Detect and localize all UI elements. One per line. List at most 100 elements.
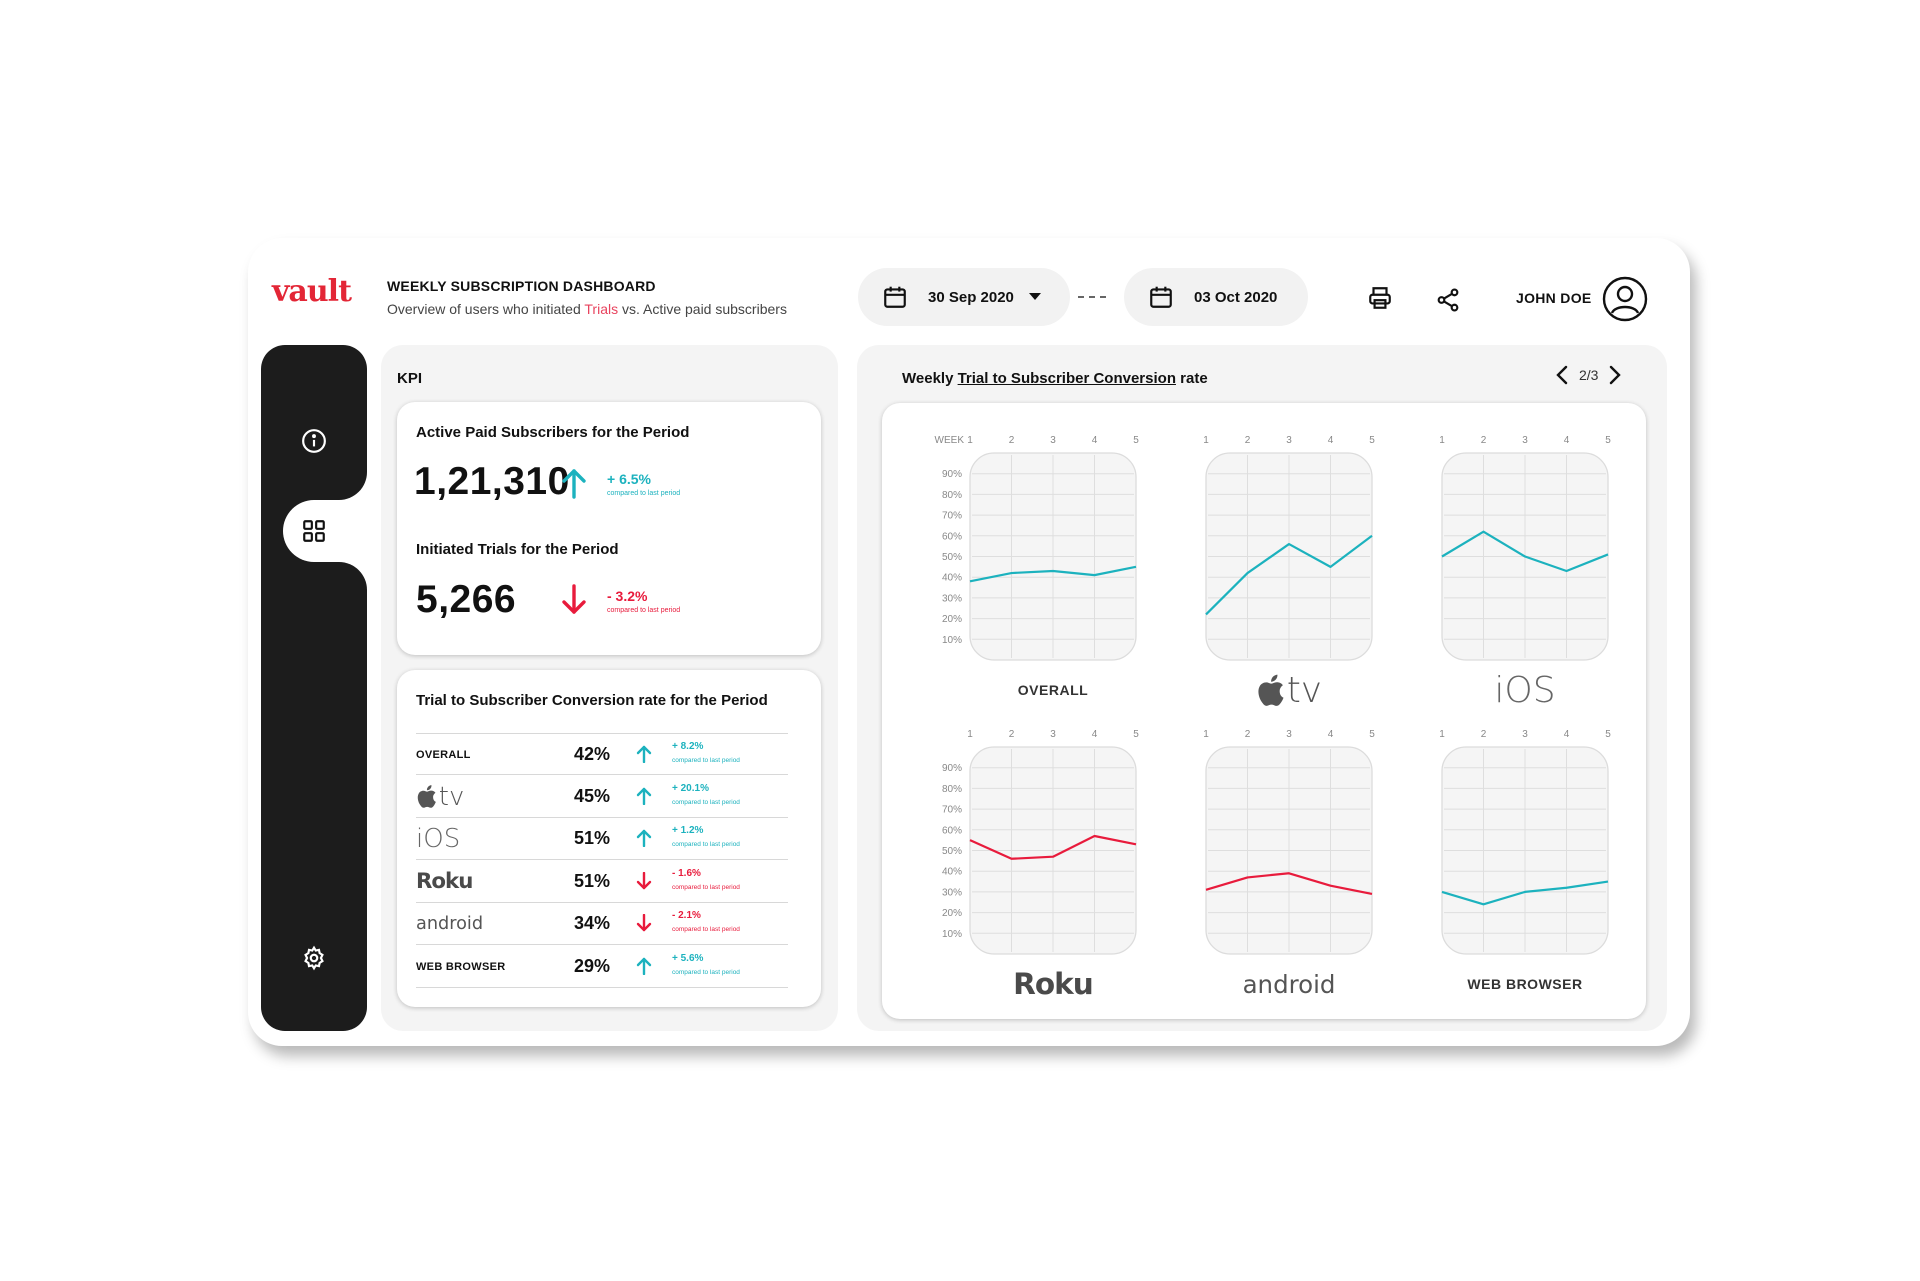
conversion-row-arrow [636,957,652,980]
conversion-row-platform: android [416,903,483,945]
chart-title: Roku [953,964,1153,1004]
chart-x-tick-label: 1 [967,435,973,446]
chart-x-tick-label: 2 [1009,435,1015,446]
subtitle-highlight: Trials [584,301,619,317]
chart-x-tick-label: 2 [1245,435,1251,446]
conversion-row-arrow [636,913,652,937]
chart-y-tick-label: 50% [942,846,962,857]
conversion-row[interactable]: Roku 51% - 1.6% compared to last period [416,861,788,903]
chart-x-tick-label: 3 [1050,729,1056,740]
chart-y-tick-label: 20% [942,614,962,625]
chart-x-tick-label: 3 [1050,435,1056,446]
chart-y-tick-label: 50% [942,552,962,563]
user-avatar[interactable] [1602,276,1648,322]
chart-2: 1 2 3 4 5 [1439,435,1611,661]
chart-x-tick-label: 5 [1133,729,1139,740]
chart-x-tick-label: 1 [1439,435,1445,446]
arrow-up-icon [636,787,652,805]
platform-label: OVERALL [416,749,471,761]
chart-x-tick-label: 3 [1286,435,1292,446]
sidebar-active-tab [283,500,367,562]
chevron-left-icon[interactable] [1555,365,1569,385]
chart-title: iOS [1425,669,1625,711]
sidebar-item-settings[interactable] [296,940,332,976]
initiated-trials-value: 5,266 [416,578,517,621]
settings-gear-icon [304,945,324,971]
subtitle-text-start: Overview of users who initiated [387,301,585,317]
active-paid-change: + 6.5% [607,471,651,487]
brand-logo[interactable]: vault [272,274,352,309]
chart-x-tick-label: 1 [967,729,973,740]
arrow-down-icon [562,584,586,614]
chart-y-tick-label: 60% [942,531,962,542]
conversion-row-platform: OVERALL [416,734,471,776]
conversion-row-pct: 51% [574,828,611,848]
sidebar-item-dashboard[interactable] [296,513,332,549]
conversion-row-arrow [636,787,652,810]
conversion-row[interactable]: android 34% - 2.1% compared to last period [416,903,788,945]
sidebar-notch [339,562,367,590]
conversion-row-note: compared to last period [672,841,740,848]
conversion-row-change: - 1.6% [672,867,701,879]
chevron-right-icon[interactable] [1608,365,1622,385]
apple-tv-logo: tv [1256,670,1322,711]
end-date-picker[interactable]: 03 Oct 2020 [1124,268,1308,326]
print-button[interactable] [1364,282,1396,314]
conversion-row[interactable]: tv 45% + 20.1% compared to last period [416,776,788,818]
chart-x-tick-label: 1 [1203,435,1209,446]
chart-3: 1 2 3 4 5 90% 80% 70% 60% 50% 40% 30% 20% 10% [942,729,1139,955]
chart-x-tick-label: 5 [1605,435,1611,446]
chart-y-tick-label: 70% [942,511,962,522]
kpi-summary-card [397,402,821,655]
printer-icon [1369,287,1391,309]
chart-x-tick-label: 4 [1092,729,1098,740]
ios-logo: iOS [416,824,461,854]
chart-x-tick-label: 3 [1286,729,1292,740]
conversion-row[interactable]: OVERALL 42% + 8.2% compared to last period [416,733,788,775]
conversion-row[interactable]: WEB BROWSER 29% + 5.6% compared to last per… [416,946,788,988]
chart-x-tick-label: 2 [1245,729,1251,740]
chart-x-tick-label: 2 [1481,435,1487,446]
arrow-up-icon [636,745,652,764]
share-button[interactable] [1432,284,1464,316]
conversion-row-platform: iOS [416,818,460,860]
ios-logo: iOS [1494,669,1556,711]
chart-5: 1 2 3 4 5 [1439,729,1611,955]
chevron-down-icon[interactable] [1028,292,1042,302]
chart-title: android [1189,964,1389,1004]
conversion-card-title: Trial to Subscriber Conversion rate for … [416,692,768,709]
chart-y-tick-label: 90% [942,763,962,774]
chart-x-tick-label: 2 [1481,729,1487,740]
roku-logo: Roku [416,869,473,894]
chart-y-tick-label: 70% [942,805,962,816]
conversion-row[interactable]: iOS 51% + 1.2% compared to last period [416,818,788,860]
android-logo: android [1242,969,1336,999]
conversion-row-platform: Roku [416,861,473,903]
chart-1: 1 2 3 4 5 [1203,435,1375,661]
chart-y-tick-label: 40% [942,867,962,878]
start-date-value: 30 Sep 2020 [928,288,1014,306]
chart-x-tick-label: 4 [1328,435,1334,446]
sidebar-notch [339,472,367,500]
weekly-title-link[interactable]: Trial to Subscriber Conversion [957,370,1176,387]
chart-0: 1 2 3 4 5 WEEK 90% 80% 70% 60% 50% 40% 30% 20% 10% [935,435,1139,661]
chart-x-tick-label: 4 [1092,435,1098,446]
chart-y-tick-label: 40% [942,573,962,584]
chart-y-tick-label: 80% [942,784,962,795]
chart-y-tick-label: 30% [942,887,962,898]
conversion-row-platform: WEB BROWSER [416,946,505,988]
start-date-picker[interactable]: 30 Sep 2020 [858,268,1070,326]
chart-y-tick-label: 90% [942,469,962,480]
chart-title: WEB BROWSER [1425,964,1625,1004]
weekly-chart-title: Weekly Trial to Subscriber Conversion ra… [902,370,1208,387]
weekly-title-end: rate [1175,370,1208,387]
chart-x-tick-label: 4 [1564,435,1570,446]
sidebar-item-info[interactable] [296,423,332,459]
conversion-row-note: compared to last period [672,798,740,806]
active-paid-note: compared to last period [607,490,681,497]
conversion-row-arrow [636,871,652,895]
user-name[interactable]: JOHN DOE [1516,290,1592,306]
kpi-section-title: KPI [397,370,423,387]
conversion-row-change: + 1.2% [672,825,704,836]
